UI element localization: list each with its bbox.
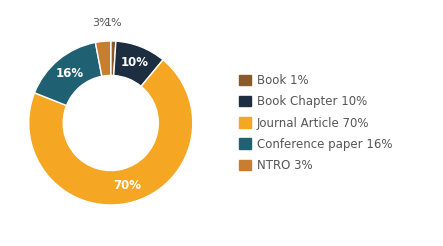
Legend: Book 1%, Book Chapter 10%, Journal Article 70%, Conference paper 16%, NTRO 3%: Book 1%, Book Chapter 10%, Journal Artic…: [239, 74, 392, 172]
Wedge shape: [111, 41, 116, 76]
Text: 1%: 1%: [105, 18, 123, 28]
Wedge shape: [114, 41, 163, 86]
Text: 3%: 3%: [93, 18, 110, 28]
Wedge shape: [95, 41, 111, 76]
Text: 16%: 16%: [55, 67, 84, 80]
Text: 70%: 70%: [113, 179, 141, 192]
Wedge shape: [29, 60, 193, 205]
Text: 10%: 10%: [120, 56, 148, 69]
Wedge shape: [35, 43, 102, 106]
